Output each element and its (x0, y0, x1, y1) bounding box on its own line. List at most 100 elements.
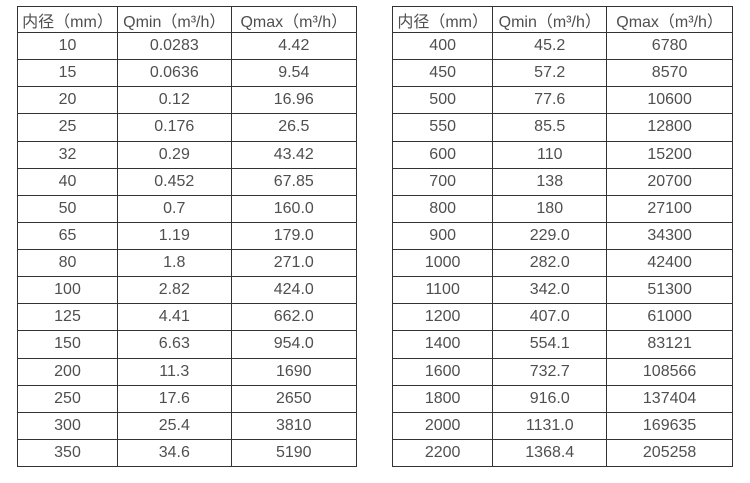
table-row: 300 25.4 3810 (17, 411, 358, 440)
table-row: 20 0.12 16.96 (17, 86, 358, 115)
cell-qmin: 282.0 (492, 248, 608, 278)
cell-qmax: 83121 (606, 330, 733, 359)
cell-diameter: 2000 (391, 411, 494, 440)
cell-qmin: 1131.0 (492, 411, 608, 440)
cell-diameter: 125 (17, 303, 118, 332)
cell-diameter: 40 (17, 167, 118, 196)
cell-qmax: 1690 (230, 357, 358, 386)
cell-qmax: 20700 (606, 167, 733, 196)
cell-qmax: 26.5 (230, 113, 358, 142)
cell-qmax: 42400 (606, 248, 733, 278)
header-diameter: 内径（mm） (391, 6, 494, 33)
table-row: 65 1.19 179.0 (17, 221, 358, 251)
cell-diameter: 25 (17, 113, 118, 142)
cell-diameter: 250 (17, 384, 118, 413)
cell-qmin: 180 (492, 194, 608, 223)
cell-qmax: 108566 (606, 357, 733, 386)
cell-qmax: 160.0 (230, 194, 358, 223)
cell-qmax: 51300 (606, 276, 733, 305)
cell-qmin: 110 (492, 140, 608, 169)
cell-qmax: 271.0 (230, 248, 358, 278)
cell-qmax: 169635 (606, 411, 733, 440)
cell-diameter: 800 (391, 194, 494, 223)
cell-qmin: 77.6 (492, 86, 608, 115)
cell-qmin: 34.6 (117, 438, 232, 468)
cell-qmax: 67.85 (230, 167, 358, 196)
cell-qmin: 85.5 (492, 113, 608, 142)
table-row: 900 229.0 34300 (391, 221, 733, 251)
cell-qmin: 2.82 (117, 276, 232, 305)
cell-qmax: 954.0 (230, 330, 358, 359)
table-row: 250 17.6 2650 (17, 384, 358, 413)
cell-diameter: 400 (391, 31, 494, 61)
table-row: 2000 1131.0 169635 (391, 411, 733, 440)
cell-qmax: 137404 (606, 384, 733, 413)
cell-diameter: 150 (17, 330, 118, 359)
cell-qmax: 5190 (230, 438, 358, 468)
cell-qmin: 57.2 (492, 59, 608, 88)
header-diameter: 内径（mm） (17, 6, 118, 33)
cell-diameter: 450 (391, 59, 494, 88)
table-row: 1100 342.0 51300 (391, 276, 733, 305)
table-row: 125 4.41 662.0 (17, 303, 358, 332)
cell-qmin: 45.2 (492, 31, 608, 61)
cell-qmax: 3810 (230, 411, 358, 440)
header-qmax: Qmax（m³/h） (230, 6, 358, 33)
cell-qmax: 179.0 (230, 221, 358, 251)
table-row: 1000 282.0 42400 (391, 248, 733, 278)
table-row: 450 57.2 8570 (391, 59, 733, 88)
cell-qmin: 0.0636 (117, 59, 232, 88)
cell-diameter: 1200 (391, 303, 494, 332)
header-qmin: Qmin（m³/h） (117, 6, 232, 33)
table-row: 25 0.176 26.5 (17, 113, 358, 142)
cell-diameter: 1600 (391, 357, 494, 386)
table-row: 200 11.3 1690 (17, 357, 358, 386)
cell-diameter: 1400 (391, 330, 494, 359)
cell-diameter: 50 (17, 194, 118, 223)
table-row: 40 0.452 67.85 (17, 167, 358, 196)
cell-diameter: 350 (17, 438, 118, 468)
cell-diameter: 20 (17, 86, 118, 115)
table-row: 80 1.8 271.0 (17, 248, 358, 278)
header-qmin: Qmin（m³/h） (492, 6, 608, 33)
cell-qmin: 229.0 (492, 221, 608, 251)
cell-qmax: 9.54 (230, 59, 358, 88)
cell-diameter: 2200 (391, 438, 494, 468)
table-row: 1800 916.0 137404 (391, 384, 733, 413)
cell-diameter: 550 (391, 113, 494, 142)
cell-qmin: 0.29 (117, 140, 232, 169)
cell-diameter: 100 (17, 276, 118, 305)
header-qmax: Qmax（m³/h） (606, 6, 733, 33)
table-row: 700 138 20700 (391, 167, 733, 196)
table-row: 50 0.7 160.0 (17, 194, 358, 223)
cell-qmin: 138 (492, 167, 608, 196)
cell-qmax: 34300 (606, 221, 733, 251)
header-row: 内径（mm） Qmin（m³/h） Qmax（m³/h） (17, 6, 358, 33)
cell-qmax: 4.42 (230, 31, 358, 61)
table-row: 1200 407.0 61000 (391, 303, 733, 332)
cell-qmin: 4.41 (117, 303, 232, 332)
cell-qmin: 1.8 (117, 248, 232, 278)
table-row: 10 0.0283 4.42 (17, 31, 358, 61)
cell-qmin: 6.63 (117, 330, 232, 359)
cell-qmax: 27100 (606, 194, 733, 223)
table-row: 100 2.82 424.0 (17, 276, 358, 305)
flow-table-large-diameters: 内径（mm） Qmin（m³/h） Qmax（m³/h） 400 45.2 6780 450… (391, 6, 733, 468)
cell-diameter: 500 (391, 86, 494, 115)
cell-qmax: 61000 (606, 303, 733, 332)
cell-qmax: 205258 (606, 438, 733, 468)
cell-diameter: 10 (17, 31, 118, 61)
cell-qmax: 15200 (606, 140, 733, 169)
table-row: 500 77.6 10600 (391, 86, 733, 115)
cell-qmax: 43.42 (230, 140, 358, 169)
cell-qmin: 0.452 (117, 167, 232, 196)
cell-qmin: 732.7 (492, 357, 608, 386)
table-row: 2200 1368.4 205258 (391, 438, 733, 468)
cell-qmin: 0.176 (117, 113, 232, 142)
cell-diameter: 65 (17, 221, 118, 251)
flow-table-small-diameters: 内径（mm） Qmin（m³/h） Qmax（m³/h） 10 0.0283 4.42 15… (17, 6, 358, 468)
cell-qmin: 1368.4 (492, 438, 608, 468)
cell-diameter: 15 (17, 59, 118, 88)
cell-qmax: 424.0 (230, 276, 358, 305)
cell-qmin: 0.0283 (117, 31, 232, 61)
